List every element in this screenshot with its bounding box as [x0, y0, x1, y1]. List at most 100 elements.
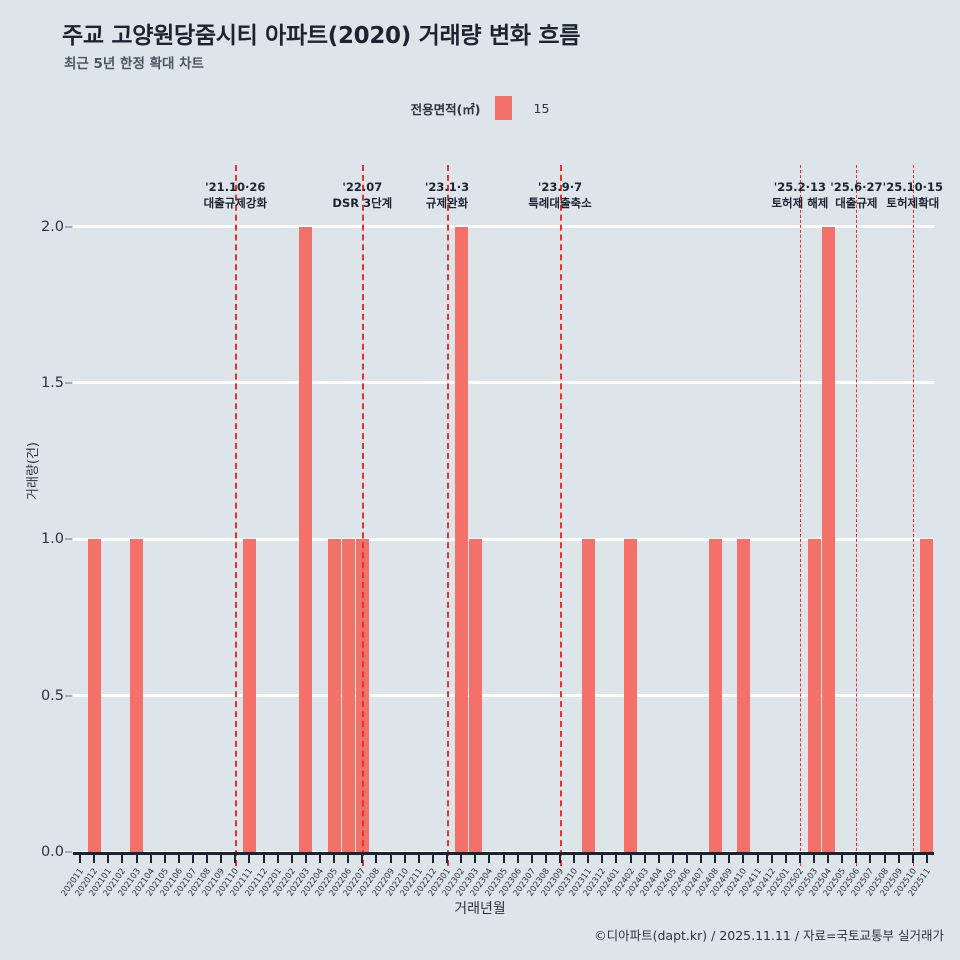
y-tick-mark: [65, 851, 72, 853]
x-tick-mark: [587, 852, 590, 863]
x-tick-mark: [643, 852, 646, 863]
x-tick-mark: [784, 852, 787, 863]
bar[interactable]: [242, 539, 256, 852]
x-tick-mark: [855, 852, 858, 863]
y-axis-title: 거래량(건): [26, 442, 41, 500]
x-tick-mark: [544, 852, 547, 863]
y-tick-mark: [65, 694, 72, 697]
x-tick-mark: [149, 852, 152, 863]
x-tick-mark: [304, 852, 307, 863]
x-tick-mark: [93, 852, 96, 863]
bar[interactable]: [327, 539, 341, 852]
x-tick-mark: [714, 852, 717, 863]
x-tick-mark: [460, 852, 463, 863]
bar[interactable]: [821, 226, 835, 852]
bar[interactable]: [736, 539, 750, 852]
y-tick-mark: [65, 538, 72, 541]
x-tick-mark: [671, 852, 674, 863]
legend-label-15: 15: [533, 100, 550, 116]
x-tick-mark: [883, 852, 886, 863]
x-tick-mark: [700, 852, 703, 863]
legend-title: 전용면적(㎡): [410, 101, 481, 117]
x-tick-mark: [897, 852, 900, 863]
event-line-202502: [799, 165, 801, 866]
x-tick-mark: [770, 852, 773, 863]
x-tick-mark: [220, 852, 223, 863]
chart-title: 주교 고양원당줌시티 아파트(2020) 거래량 변화 흐름: [62, 23, 581, 49]
event-line-202301: [447, 165, 450, 866]
plot-area: 0.0 0.5 1.0 1.5 2.0: [41, 165, 934, 866]
x-tick-mark: [206, 852, 209, 863]
x-tick-mark: [290, 852, 293, 863]
x-tick-mark: [615, 852, 618, 863]
bar[interactable]: [87, 539, 101, 852]
gridline-2.0: [73, 225, 934, 229]
event-line-202510: [912, 165, 914, 866]
x-tick-mark: [361, 852, 364, 863]
gridline-1.5: [73, 381, 934, 385]
x-tick-mark: [121, 852, 124, 863]
x-tick-mark: [431, 852, 434, 863]
x-tick-mark: [827, 852, 830, 863]
x-tick-mark: [234, 852, 237, 863]
x-tick-mark: [742, 852, 745, 863]
bar[interactable]: [624, 539, 638, 852]
y-tick-mark: [65, 381, 72, 384]
x-tick-mark: [262, 852, 265, 863]
x-tick-mark: [869, 852, 872, 863]
x-tick-mark: [375, 852, 378, 863]
x-tick-mark: [389, 852, 392, 863]
gridline-0.5: [73, 694, 934, 698]
x-tick-mark: [601, 852, 604, 863]
x-tick-mark: [163, 852, 166, 863]
bar[interactable]: [468, 539, 482, 852]
x-tick-mark: [248, 852, 251, 863]
bar[interactable]: [920, 539, 934, 852]
event-line-202309: [559, 165, 562, 866]
x-tick-mark: [530, 852, 533, 863]
y-tick-label: 0.5: [40, 687, 64, 704]
x-tick-mark: [446, 852, 449, 863]
x-tick-mark: [333, 852, 336, 863]
bar[interactable]: [299, 226, 313, 852]
x-tick-mark: [347, 852, 350, 863]
x-tick-mark: [629, 852, 632, 863]
x-tick-mark: [135, 852, 138, 863]
x-tick-mark: [573, 852, 576, 863]
x-tick-mark: [177, 852, 180, 863]
x-tick-mark: [403, 852, 406, 863]
event-line-202506: [856, 165, 858, 866]
x-tick-mark: [516, 852, 519, 863]
event-line-202110: [235, 165, 238, 866]
chart-subtitle: 최근 5년 한정 확대 차트: [64, 56, 204, 72]
bar[interactable]: [454, 226, 468, 852]
x-tick-mark: [502, 852, 505, 863]
x-axis-title: 거래년월: [454, 901, 506, 917]
x-tick-mark: [813, 852, 816, 863]
x-tick-mark: [417, 852, 420, 863]
x-tick-mark: [685, 852, 688, 863]
y-tick-label: 1.0: [40, 531, 64, 548]
bar[interactable]: [708, 539, 722, 852]
x-tick-mark: [191, 852, 194, 863]
legend-swatch-15: [494, 96, 512, 120]
bar[interactable]: [807, 539, 821, 852]
chart-footer: ©디아파트(dapt.kr) / 2025.11.11 / 자료=국토교통부 실…: [594, 928, 944, 943]
bar[interactable]: [581, 539, 595, 852]
x-tick-mark: [657, 852, 660, 863]
chart-legend: 전용면적(㎡) 15: [0, 96, 960, 120]
y-tick-label: 0.0: [40, 844, 64, 860]
x-tick-mark: [841, 852, 844, 863]
x-tick-mark: [798, 852, 801, 863]
x-tick-mark: [925, 852, 928, 863]
event-line-202207: [362, 165, 365, 866]
y-tick-label: 1.5: [40, 374, 64, 391]
x-tick-mark: [488, 852, 491, 863]
x-tick-mark: [728, 852, 731, 863]
x-tick-mark: [276, 852, 279, 863]
bar[interactable]: [130, 539, 144, 852]
y-tick-label: 2.0: [40, 218, 64, 235]
x-tick-mark: [756, 852, 759, 863]
bar[interactable]: [341, 539, 355, 852]
